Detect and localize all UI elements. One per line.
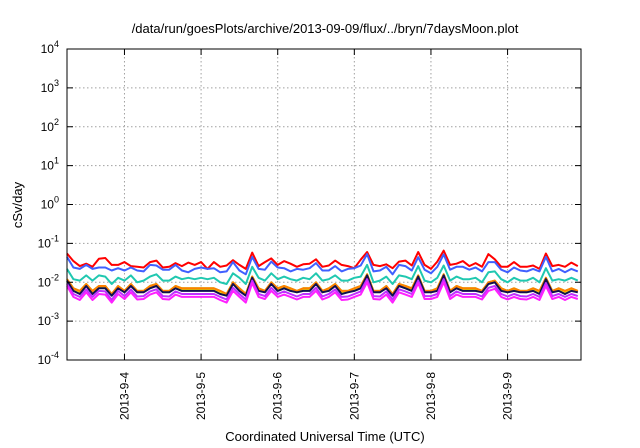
series-line bbox=[66, 274, 579, 297]
grid bbox=[67, 49, 581, 360]
x-tick-label: 2013-9-8 bbox=[424, 372, 438, 420]
tick-marks bbox=[67, 48, 581, 361]
series-line bbox=[66, 263, 579, 285]
y-tick-label: 10-4 bbox=[38, 350, 59, 367]
y-tick-label: 103 bbox=[41, 78, 59, 95]
x-axis-label: Coordinated Universal Time (UTC) bbox=[225, 429, 424, 444]
y-tick-labels: 10-4 10-3 10-2 10-1 100 101 102 103 104 bbox=[38, 39, 59, 367]
series-group bbox=[66, 249, 579, 304]
y-tick-label: 104 bbox=[41, 39, 59, 56]
series-line bbox=[66, 253, 579, 276]
y-tick-label: 10-1 bbox=[38, 233, 59, 250]
y-tick-label: 10-2 bbox=[38, 272, 59, 289]
x-tick-label: 2013-9-4 bbox=[117, 372, 131, 420]
x-tick-label: 2013-9-9 bbox=[501, 372, 515, 420]
y-tick-label: 100 bbox=[41, 195, 59, 212]
series-line bbox=[66, 281, 579, 304]
y-axis-label: cSv/day bbox=[10, 181, 25, 228]
x-tick-label: 2013-9-5 bbox=[194, 372, 208, 420]
x-tick-label: 2013-9-6 bbox=[271, 372, 285, 420]
series-line bbox=[66, 249, 579, 270]
chart-title: /data/run/goesPlots/archive/2013-09-09/f… bbox=[132, 21, 519, 36]
y-tick-label: 102 bbox=[41, 117, 59, 134]
series-line bbox=[66, 278, 579, 301]
x-tick-label: 2013-9-7 bbox=[347, 372, 361, 420]
x-tick-labels: 2013-9-4 2013-9-5 2013-9-6 2013-9-7 2013-9-8… bbox=[117, 372, 514, 420]
y-tick-label: 10-3 bbox=[38, 311, 59, 328]
y-tick-label: 101 bbox=[41, 156, 59, 173]
